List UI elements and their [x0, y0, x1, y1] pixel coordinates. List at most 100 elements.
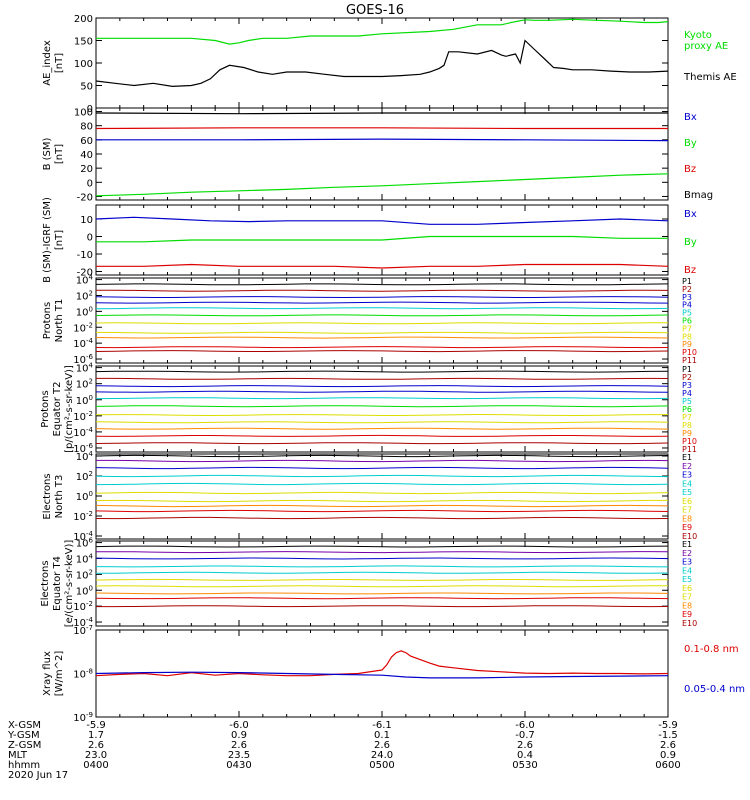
ephemeris-value: 0600 [655, 760, 680, 771]
channel-label: P3 [682, 293, 692, 302]
ephemeris-value: 24.0 [371, 750, 393, 761]
ephemeris-value: 0430 [226, 760, 251, 771]
ephemeris-value: 0.9 [660, 750, 676, 761]
ephemeris-value: -6.0 [515, 720, 535, 731]
channel-label: P4 [682, 301, 692, 310]
channel-label: E9 [682, 610, 692, 619]
legend-label: Themis AE [683, 72, 737, 83]
y-tick-label: 102 [76, 378, 93, 391]
channel-line-e1 [95, 454, 669, 458]
y-tick-label: 104 [76, 450, 94, 463]
series-line-bz [96, 263, 669, 269]
y-axis-label: Electrons [40, 560, 51, 606]
ephemeris-value: 0.1 [374, 730, 390, 741]
channel-label: E7 [682, 506, 692, 515]
channel-line-e2 [96, 551, 669, 554]
panel-2: -20 0 20 40 60 80 100 B (SM) [nT] Bx By Bz Bmag [42, 107, 713, 203]
series-line-by [96, 235, 668, 243]
channel-line-p11 [95, 442, 669, 445]
y-tick-label: 10-2 [73, 410, 93, 423]
legend-label: proxy AE [684, 41, 728, 52]
legend-label: Bx [684, 112, 697, 123]
y-tick-label: 80 [80, 122, 93, 133]
channel-line-e6 [95, 578, 669, 581]
y-axis-label: Equator T4 [52, 556, 63, 611]
legend-label: 0.1-0.8 nm [684, 644, 739, 655]
series-line-by [95, 173, 669, 197]
y-tick-label: 102 [76, 568, 93, 581]
channel-label: P1 [682, 365, 692, 374]
y-axis-label: Protons [42, 302, 53, 339]
legend-label: Bx [684, 209, 697, 220]
y-tick-label: 10-7 [73, 624, 93, 637]
channel-label: P6 [682, 405, 692, 414]
channel-label: P8 [682, 332, 692, 341]
channel-label: P9 [682, 340, 692, 349]
channel-label: P4 [682, 389, 692, 398]
ephemeris-value: 23.0 [85, 750, 107, 761]
ephemeris-value: 2.6 [517, 740, 533, 751]
series-line-0-05-0-4-nm [95, 671, 669, 679]
legend-label: By [684, 237, 697, 248]
y-tick-label: 10-2 [73, 600, 93, 613]
ephemeris-value: 0500 [369, 760, 394, 771]
channel-label: P9 [682, 429, 692, 438]
y-tick-label: 200 [74, 14, 93, 25]
y-axis-label: Xray flux [42, 651, 53, 696]
channel-label: E1 [682, 453, 692, 462]
figure-title: GOES-16 [346, 3, 404, 18]
y-axis-label: [p/(cm²-s-sr-keV)] [64, 365, 75, 453]
channel-line-p9 [95, 427, 669, 430]
ephemeris-value: 0530 [512, 760, 537, 771]
channel-label: E4 [682, 479, 692, 488]
y-axis-label: [nT] [54, 230, 65, 250]
channel-line-e4 [95, 565, 669, 568]
y-axis-label: [nT] [54, 53, 65, 73]
ephemeris-value: 2.6 [660, 740, 676, 751]
y-tick-label: 10-4 [73, 426, 93, 439]
y-tick-label: 100 [74, 108, 93, 119]
series-line-bx [95, 216, 669, 225]
y-tick-label: 40 [80, 150, 93, 161]
channel-label: E4 [682, 566, 692, 575]
channel-line-e10 [95, 516, 669, 520]
y-axis-label: Equator T2 [52, 382, 63, 437]
series-line-0-1-0-8-nm [95, 650, 669, 677]
y-tick-label: 100 [76, 394, 93, 407]
legend-label: 0.05-0.4 nm [684, 684, 745, 695]
channel-label: E9 [682, 523, 692, 532]
legend-label: Kyoto [684, 30, 712, 41]
channel-line-e6 [95, 491, 669, 495]
channel-label: P10 [682, 437, 697, 446]
series-line-bmag [95, 112, 668, 115]
y-axis-label: North T1 [54, 299, 65, 343]
channel-line-p2 [96, 377, 669, 380]
y-tick-label: 10-2 [73, 321, 93, 334]
y-axis-label: AE_index [42, 40, 53, 86]
ephemeris-value: -6.1 [372, 720, 392, 731]
legend-label: Bmag [684, 190, 713, 201]
channel-label: P7 [682, 324, 692, 333]
channel-line-p8 [95, 421, 669, 424]
channel-line-p3 [95, 296, 669, 299]
channel-line-p5 [95, 307, 669, 310]
y-tick-label: -10 [77, 250, 93, 261]
y-tick-label: 10-2 [73, 510, 93, 523]
channel-label: E8 [682, 601, 692, 610]
y-tick-label: 106 [76, 537, 94, 550]
channel-label: P2 [682, 373, 692, 382]
y-tick-label: 0 [87, 104, 93, 115]
channel-label: P3 [682, 381, 692, 390]
channel-line-p1 [95, 283, 669, 286]
y-tick-label: 100 [76, 584, 93, 597]
y-tick-label: 100 [74, 59, 93, 70]
series-line-bz [95, 127, 668, 130]
channel-label: E10 [682, 619, 697, 628]
y-tick-label: 20 [80, 164, 93, 175]
ephemeris-value: -1.5 [658, 730, 678, 741]
